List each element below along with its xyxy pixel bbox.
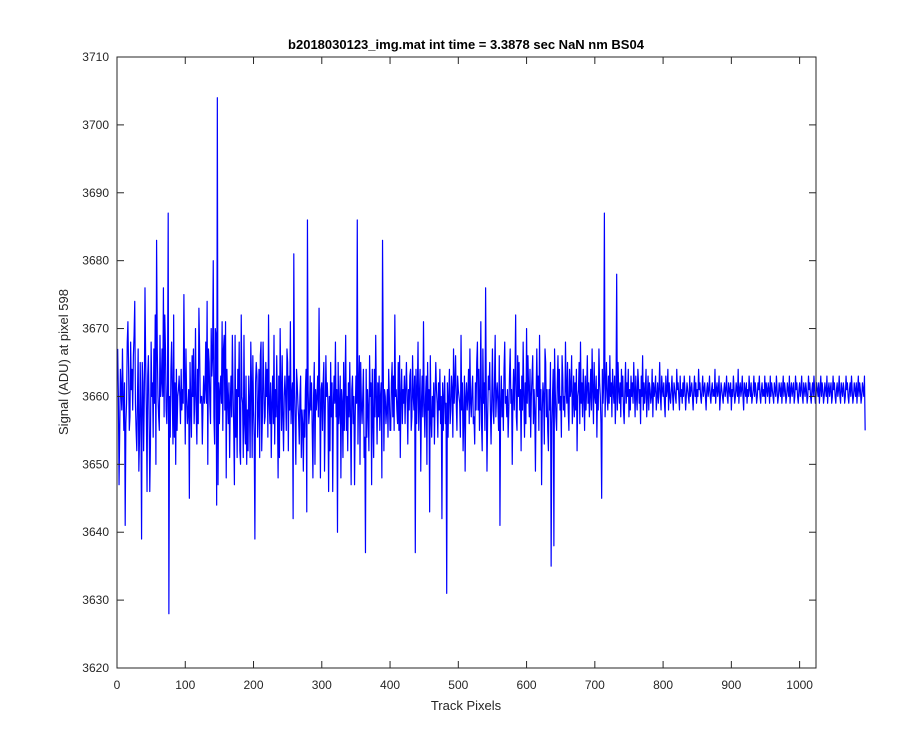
- ticks-layer: 0 100 200 300 400 500 600 700 800 900 1000 3620 3630…: [82, 50, 816, 692]
- series-line: [117, 97, 866, 615]
- x-axis-label: Track Pixels: [431, 698, 502, 713]
- x-tick-label: 400: [380, 678, 400, 692]
- y-axis-label: Signal (ADU) at pixel 598: [56, 289, 71, 435]
- y-tick-label: 3680: [82, 254, 109, 268]
- x-tick-label: 1000: [786, 678, 813, 692]
- y-tick-label: 3710: [82, 50, 109, 64]
- axes-box: [116, 56, 817, 669]
- x-tick-label: 100: [175, 678, 195, 692]
- x-tick-label: 900: [721, 678, 741, 692]
- y-tick-label: 3690: [82, 186, 109, 200]
- x-tick-label: 800: [653, 678, 673, 692]
- y-tick-label: 3660: [82, 389, 109, 403]
- y-tick-label: 3620: [82, 661, 109, 675]
- y-tick-label: 3700: [82, 118, 109, 132]
- x-tick-label: 200: [244, 678, 264, 692]
- plot-area: [117, 57, 816, 668]
- y-tick-label: 3650: [82, 457, 109, 471]
- x-tick-label: 0: [114, 678, 121, 692]
- series-layer: [117, 97, 866, 615]
- x-tick-label: 300: [312, 678, 332, 692]
- x-tick-label: 700: [585, 678, 605, 692]
- y-tick-label: 3640: [82, 525, 109, 539]
- y-tick-label: 3630: [82, 593, 109, 607]
- x-tick-label: 600: [517, 678, 537, 692]
- x-tick-label: 500: [448, 678, 468, 692]
- y-tick-label: 3670: [82, 322, 109, 336]
- chart-title: b2018030123_img.mat int time = 3.3878 se…: [288, 37, 645, 52]
